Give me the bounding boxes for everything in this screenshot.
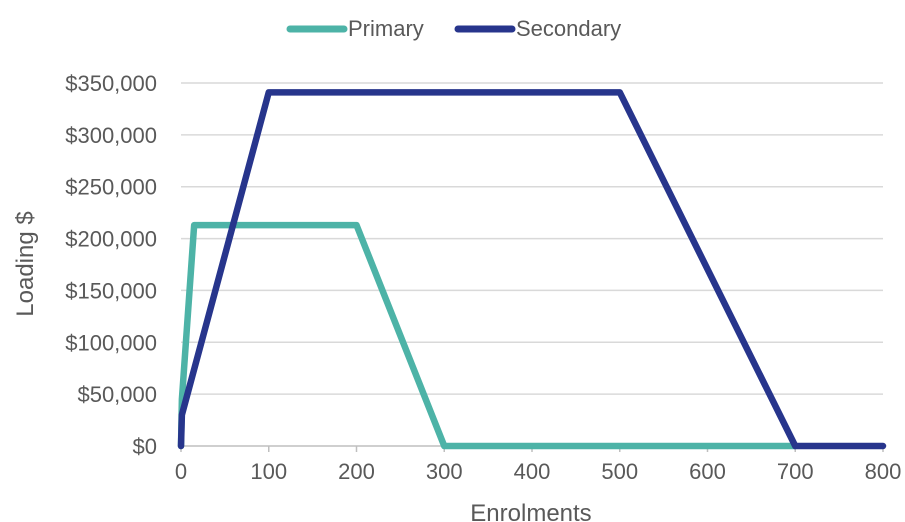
gridlines	[181, 82, 883, 447]
y-axis-title: Loading $	[12, 211, 39, 316]
x-tick-label: 700	[777, 459, 814, 484]
legend-label-secondary: Secondary	[516, 16, 621, 41]
y-tick-label: $0	[133, 434, 157, 459]
x-axis-ticks: 0 100 200 300 400 500 600 700 800	[175, 446, 901, 484]
y-tick-label: $300,000	[65, 123, 157, 148]
x-tick-label: 0	[175, 459, 187, 484]
x-tick-label: 800	[865, 459, 902, 484]
y-tick-label: $50,000	[77, 382, 157, 407]
x-axis-title: Enrolments	[470, 500, 591, 522]
y-tick-label: $150,000	[65, 278, 157, 303]
x-tick-label: 600	[689, 459, 726, 484]
series-lines	[177, 89, 887, 450]
y-tick-label: $350,000	[65, 71, 157, 96]
y-tick-label: $200,000	[65, 227, 157, 252]
series-line-secondary	[177, 89, 887, 450]
x-tick-label: 300	[426, 459, 463, 484]
x-tick-label: 500	[601, 459, 638, 484]
y-axis-ticks: $0 $50,000 $100,000 $150,000 $200,000 $250,00…	[65, 71, 157, 459]
x-tick-label: 200	[338, 459, 375, 484]
y-tick-label: $250,000	[65, 175, 157, 200]
x-tick-label: 100	[250, 459, 287, 484]
legend: Primary Secondary	[286, 16, 621, 41]
y-tick-label: $100,000	[65, 330, 157, 355]
legend-label-primary: Primary	[348, 16, 424, 41]
x-tick-label: 400	[514, 459, 551, 484]
